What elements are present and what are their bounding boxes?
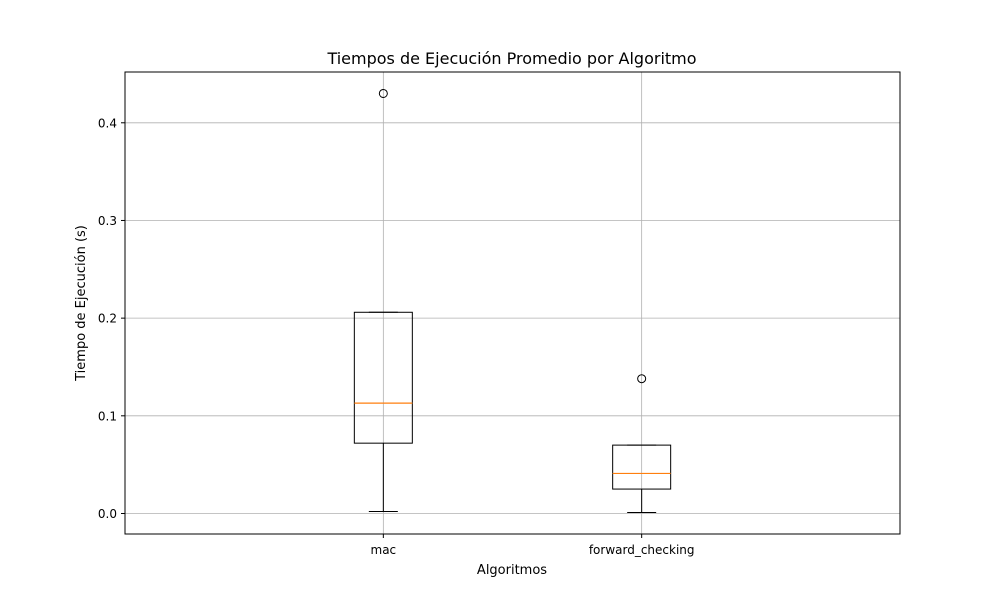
y-tick-label-3: 0.3 — [98, 214, 117, 228]
boxes — [353, 88, 672, 514]
plot-frame — [124, 71, 901, 535]
y-tick-label-4: 0.4 — [98, 116, 117, 130]
x-tick-label-0: mac — [371, 543, 397, 557]
y-tick-label-1: 0.1 — [98, 409, 117, 423]
axes: 0.0 0.1 0.2 0.3 0.4 mac forward_checking — [98, 71, 901, 557]
iqr-box — [612, 444, 672, 490]
box-forward_checking — [612, 374, 672, 514]
box-mac — [353, 88, 413, 513]
x-axis-label: Algoritmos — [477, 563, 547, 578]
chart-title: Tiempos de Ejecución Promedio por Algori… — [326, 49, 696, 68]
x-tick-label-1: forward_checking — [589, 543, 695, 557]
grid-lines — [125, 72, 900, 534]
y-tick-label-0: 0.0 — [98, 507, 117, 521]
iqr-box — [353, 311, 413, 444]
outlier-point-0 — [378, 88, 388, 98]
y-axis-label: Tiempo de Ejecución (s) — [74, 225, 89, 382]
y-tick-label-2: 0.2 — [98, 312, 117, 326]
outlier-point-0 — [637, 374, 647, 384]
